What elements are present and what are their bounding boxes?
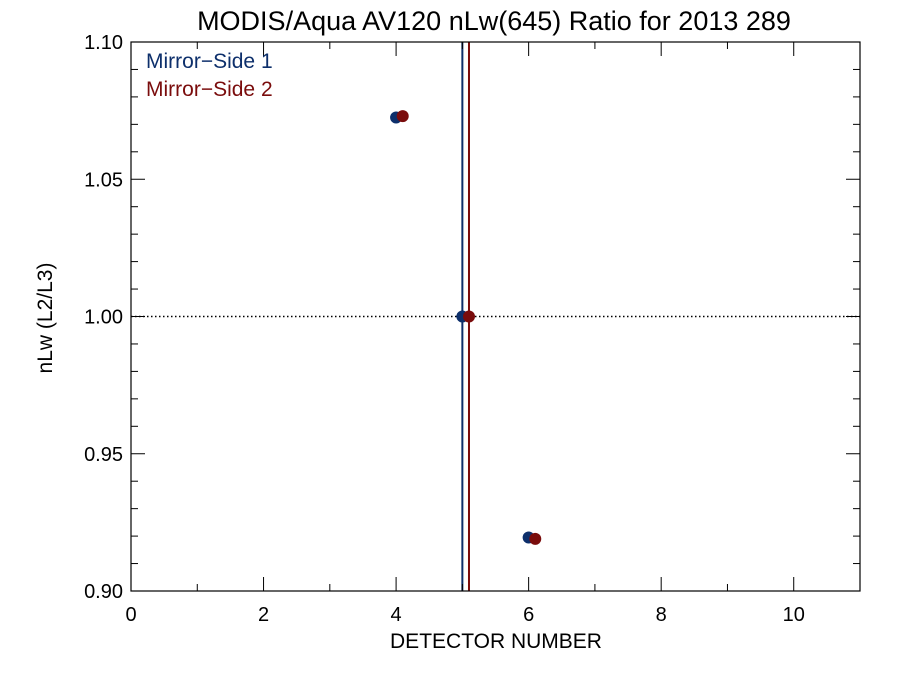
x-tick-label: 2	[258, 604, 269, 626]
data-point-series-2	[529, 532, 542, 545]
legend-item-mirror-side-2: Mirror−Side 2	[146, 78, 273, 101]
y-axis-label: nLw (L2/L3)	[34, 263, 57, 374]
data-point-series-2	[462, 310, 475, 323]
legend: Mirror−Side 1 Mirror−Side 2	[146, 50, 273, 101]
data-marks	[390, 110, 542, 545]
legend-item-mirror-side-1: Mirror−Side 1	[146, 50, 273, 73]
x-tick-label: 0	[125, 604, 136, 626]
y-tick-label: 0.95	[84, 444, 123, 466]
y-tick-label: 1.10	[84, 32, 123, 54]
data-point-series-2	[396, 110, 409, 123]
x-tick-label: 4	[391, 604, 402, 626]
x-tick-label: 6	[523, 604, 534, 626]
plot-area	[131, 42, 860, 591]
y-tick-label: 1.05	[84, 169, 123, 191]
x-tick-label: 10	[783, 604, 805, 626]
plot-frame	[130, 41, 861, 592]
x-axis-label: DETECTOR NUMBER	[390, 630, 602, 653]
y-tick-label: 0.90	[84, 581, 123, 603]
axis-ticks: 0 2 4 6 8 10 0.90 0.95 1.00 1.05 1.10	[84, 32, 860, 626]
y-tick-label: 1.00	[84, 307, 123, 329]
x-tick-label: 8	[656, 604, 667, 626]
chart-title: MODIS/Aqua AV120 nLw(645) Ratio for 2013…	[197, 6, 791, 36]
